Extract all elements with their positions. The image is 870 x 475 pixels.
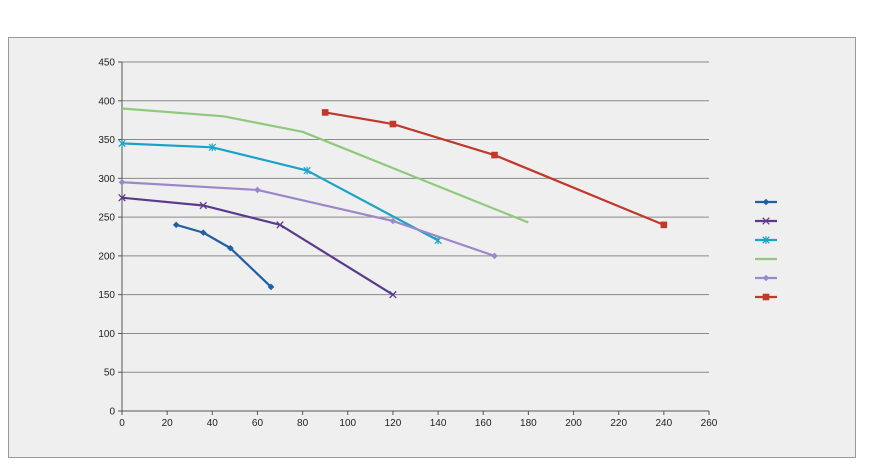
series-1 bbox=[172, 221, 275, 291]
y-tick-label: 250 bbox=[98, 213, 115, 224]
line-chart: 0 50 100 150 200 250 300 350 400 450 0 20 40 60 80 100… bbox=[98, 58, 777, 429]
series-2-point bbox=[118, 193, 126, 202]
series-1-line bbox=[175, 223, 272, 288]
x-tick-label: 40 bbox=[207, 418, 219, 429]
series-4-line bbox=[121, 107, 529, 224]
series-5-point bbox=[491, 252, 498, 260]
legend-key-1 bbox=[755, 198, 777, 206]
x-tick-label: 120 bbox=[385, 418, 402, 429]
series-1-point bbox=[199, 229, 207, 236]
y-tick-label: 350 bbox=[98, 135, 115, 146]
y-axis-ticks: 0 50 100 150 200 250 300 350 400 450 bbox=[98, 58, 122, 418]
series-5-point bbox=[254, 186, 261, 194]
y-tick-label: 450 bbox=[98, 58, 115, 69]
x-tick-label: 140 bbox=[430, 418, 447, 429]
chart-frame: 0 50 100 150 200 250 300 350 400 450 0 20 40 60 80 100… bbox=[8, 37, 856, 458]
grid-lines bbox=[122, 61, 709, 412]
series-2-point bbox=[276, 221, 284, 229]
series-1-point bbox=[267, 283, 275, 291]
y-tick-label: 50 bbox=[104, 368, 116, 379]
x-tick-label: 240 bbox=[656, 418, 673, 429]
x-tick-label: 60 bbox=[252, 418, 264, 429]
x-tick-label: 100 bbox=[339, 418, 356, 429]
y-tick-label: 100 bbox=[98, 329, 115, 340]
x-tick-label: 200 bbox=[565, 418, 582, 429]
legend bbox=[755, 198, 777, 301]
legend-key-5 bbox=[755, 274, 777, 282]
series-1-point bbox=[172, 221, 180, 229]
x-tick-label: 180 bbox=[520, 418, 537, 429]
axes bbox=[121, 62, 709, 412]
series-3-line bbox=[121, 142, 439, 242]
series-4 bbox=[121, 107, 529, 224]
legend-key-6 bbox=[755, 293, 777, 301]
series-5-point bbox=[118, 178, 126, 186]
series-5-point bbox=[389, 217, 397, 225]
x-tick-label: 220 bbox=[610, 418, 627, 429]
series-3-point bbox=[303, 166, 311, 175]
series-6-point bbox=[389, 120, 397, 128]
series-2-point bbox=[389, 290, 397, 299]
series-6-point bbox=[321, 109, 329, 116]
series-3-point bbox=[118, 139, 126, 148]
series-6 bbox=[321, 109, 668, 229]
x-tick-label: 80 bbox=[297, 418, 309, 429]
legend-key-3 bbox=[755, 236, 777, 244]
series-3 bbox=[118, 139, 442, 245]
y-tick-label: 0 bbox=[109, 407, 115, 418]
series-6-point bbox=[491, 151, 498, 159]
series-5-line bbox=[121, 181, 495, 257]
series-2-point bbox=[199, 201, 208, 210]
series-2 bbox=[118, 193, 397, 299]
legend-key-2 bbox=[755, 217, 777, 225]
series-6-point bbox=[660, 221, 668, 229]
series-2-line bbox=[121, 196, 394, 296]
y-tick-label: 200 bbox=[98, 251, 115, 262]
series-5 bbox=[118, 178, 498, 260]
x-axis-ticks: 0 20 40 60 80 100 120 140 160 180 200 220 240 260 bbox=[119, 411, 718, 429]
x-tick-label: 20 bbox=[162, 418, 174, 429]
x-tick-label: 160 bbox=[475, 418, 492, 429]
y-tick-label: 400 bbox=[98, 96, 115, 107]
y-tick-label: 150 bbox=[98, 290, 115, 301]
x-tick-label: 260 bbox=[701, 418, 718, 429]
series-3-point bbox=[208, 143, 217, 152]
x-tick-label: 0 bbox=[119, 418, 125, 429]
series-6-line bbox=[325, 111, 665, 226]
series-1-point bbox=[227, 244, 234, 252]
y-tick-label: 300 bbox=[98, 174, 115, 185]
plot-series bbox=[118, 107, 668, 299]
